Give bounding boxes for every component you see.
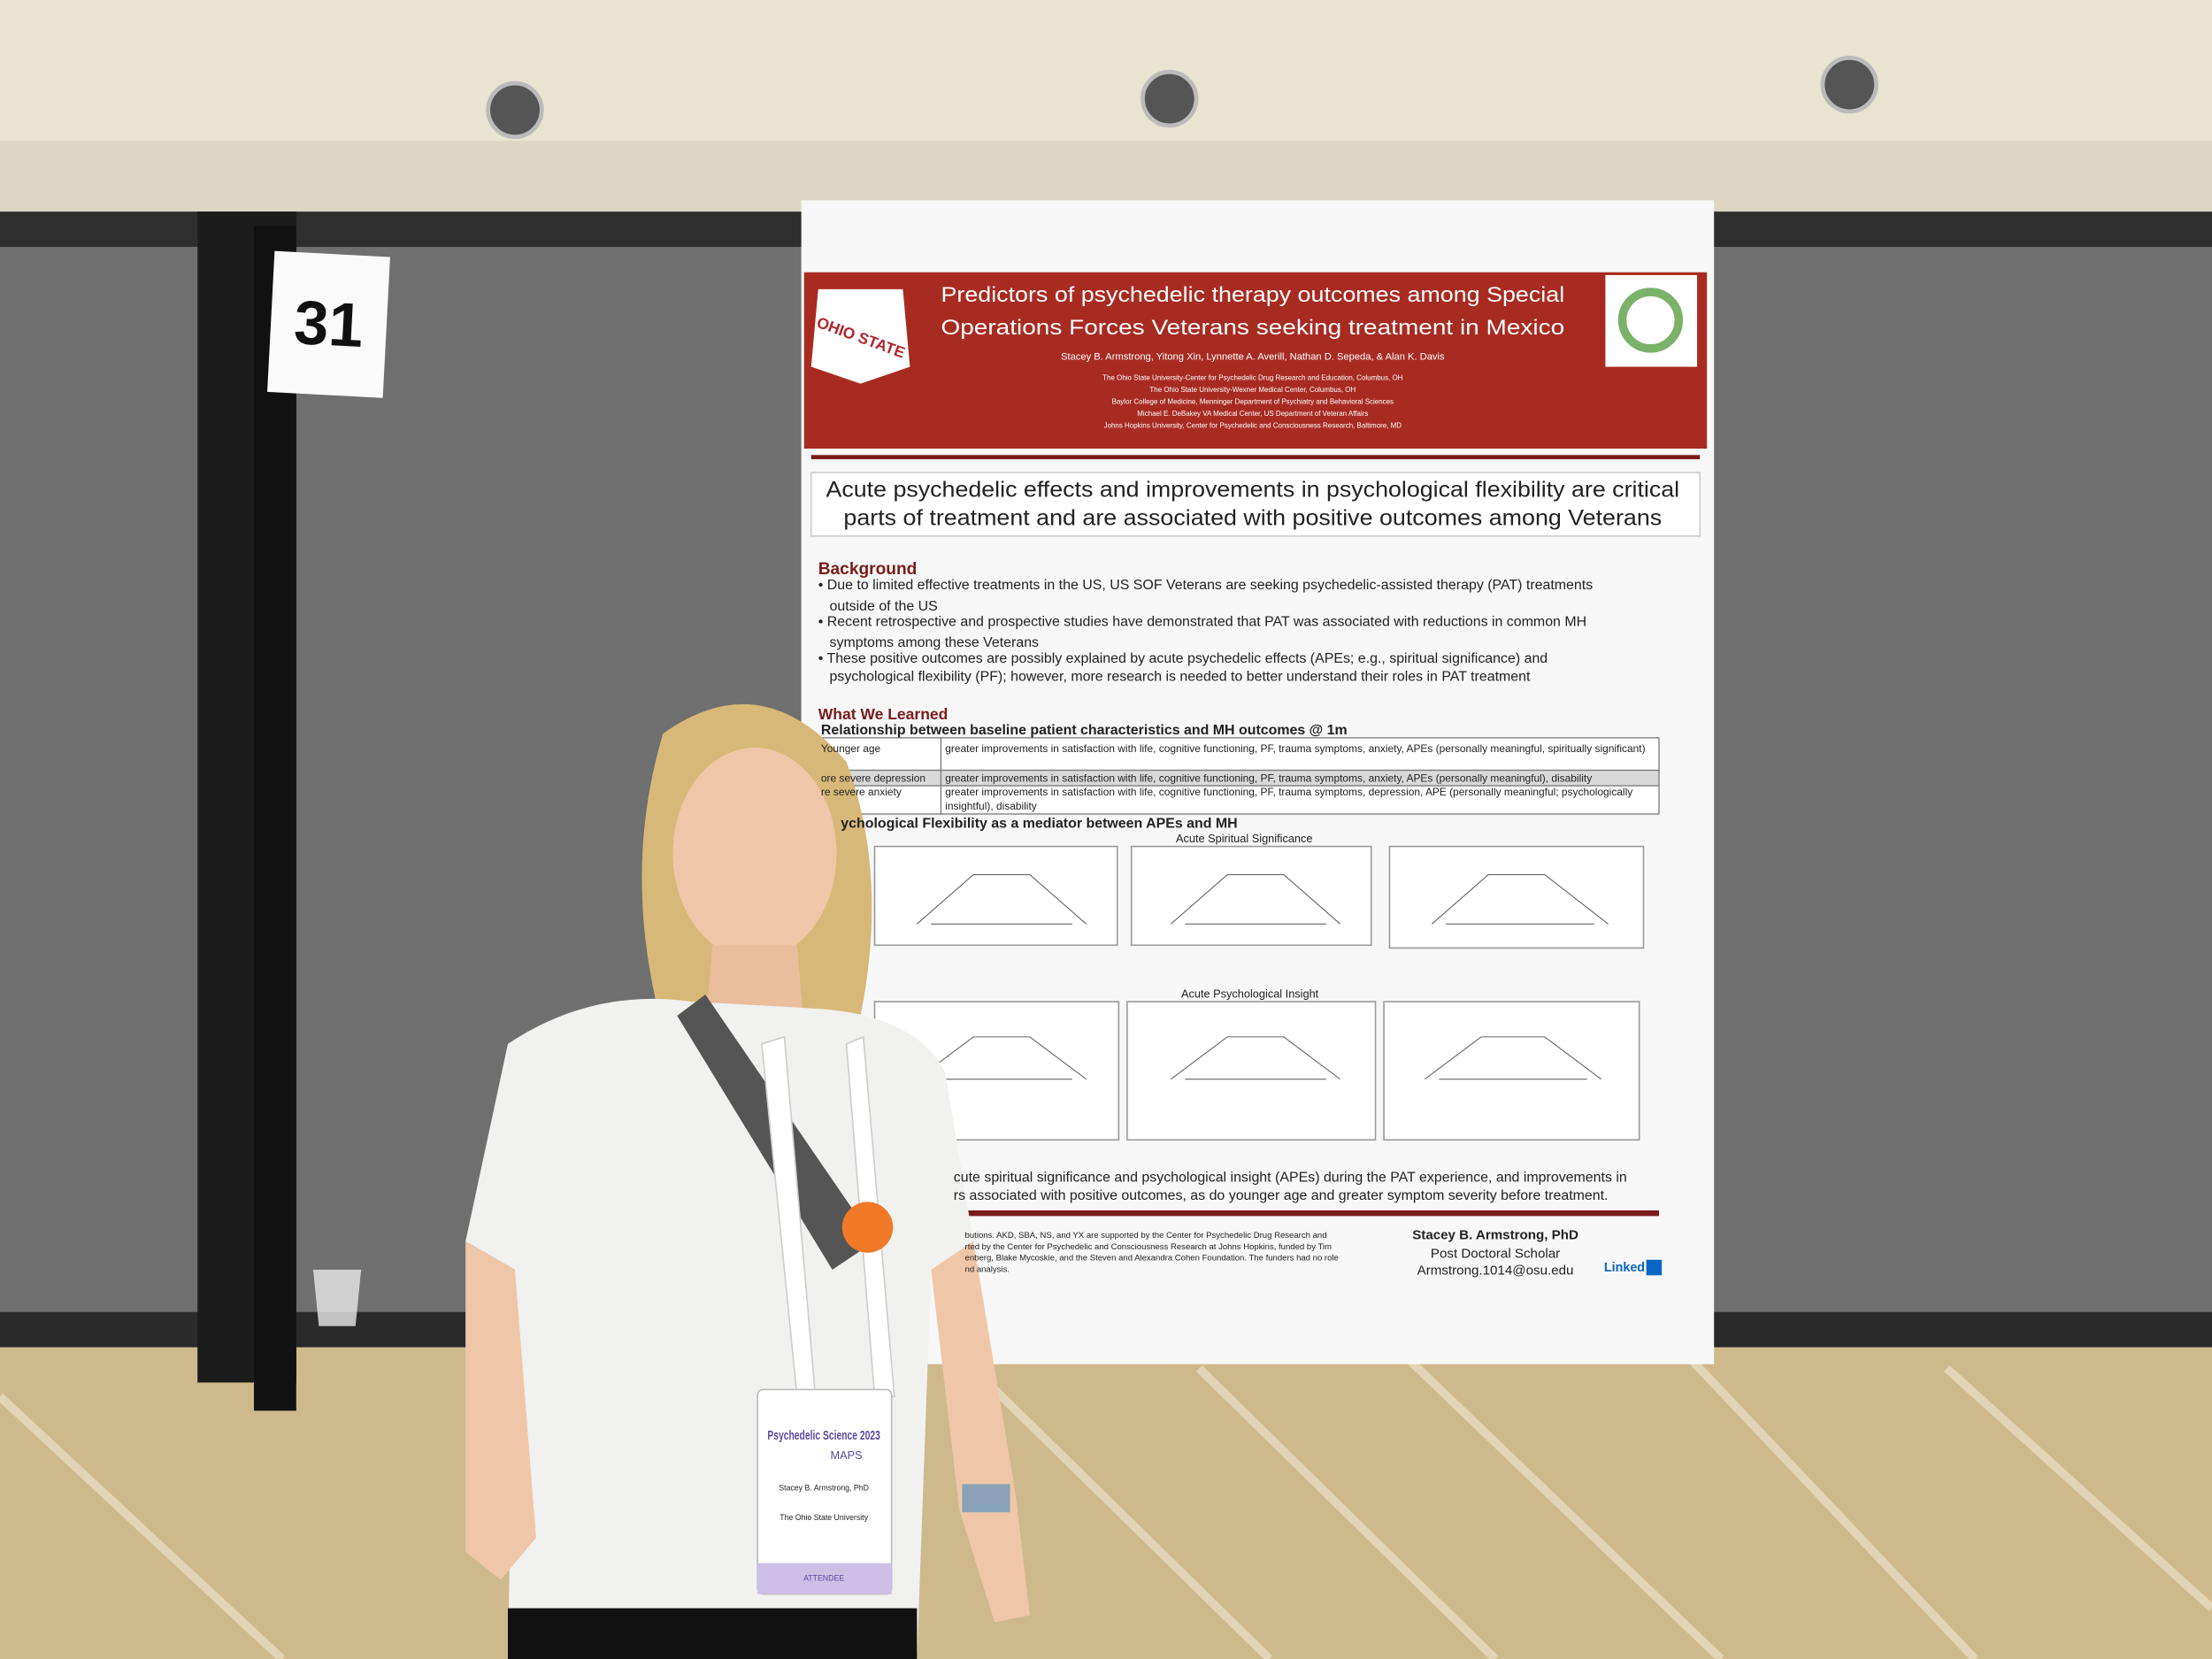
contact-role: Post Doctoral Scholar <box>1431 1246 1560 1261</box>
table-cell: Younger age <box>821 742 881 755</box>
bullet-text: outside of the US <box>830 599 938 614</box>
cup <box>312 1269 362 1326</box>
vent <box>1820 55 1878 114</box>
pants <box>507 1608 918 1659</box>
funding-text: butions. AKD, SBA, NS, and YX are suppor… <box>965 1231 1327 1240</box>
affiliation: Baylor College of Medicine, Menninger De… <box>1112 398 1394 406</box>
table-cell: re severe anxiety <box>821 786 902 798</box>
badge-footer <box>757 1563 892 1594</box>
affiliation: The Ohio State University-Wexner Medical… <box>1149 386 1356 394</box>
bullet-text: • Due to limited effective treatments in… <box>818 578 1593 593</box>
carpet-pattern <box>0 1358 2212 1659</box>
poster-header <box>803 272 1708 449</box>
booth-sign <box>267 250 390 398</box>
cpdre-logo-mark <box>1617 288 1684 353</box>
panel-caption: Acute Spiritual Significance <box>1176 832 1313 845</box>
contact-email: Armstrong.1014@osu.edu <box>1417 1263 1574 1279</box>
linkedin-logo <box>1646 1259 1663 1276</box>
badge-university: The Ohio State University <box>780 1513 868 1522</box>
conclusion: rs associated with positive outcomes, as… <box>954 1188 1609 1203</box>
arm <box>931 1241 1030 1623</box>
conclusion: cute spiritual significance and psycholo… <box>954 1171 1627 1186</box>
badge-org: MAPS <box>831 1448 863 1462</box>
bullet-text: • These positive outcomes are possibly e… <box>818 651 1548 666</box>
table-cell-line: insightful), disability <box>945 800 1037 812</box>
section-heading: Background <box>818 560 918 579</box>
pin <box>841 1202 894 1253</box>
shirt <box>465 998 974 1659</box>
badge-type: ATTENDEE <box>803 1573 844 1582</box>
floor <box>0 1325 2212 1659</box>
funding-text: rted by the Center for Psychedelic and C… <box>965 1242 1332 1252</box>
bullet-text: • Recent retrospective and prospective s… <box>818 614 1586 629</box>
headline: parts of treatment and are associated wi… <box>843 506 1662 530</box>
bullet-text: psychological flexibility (PF); however,… <box>830 670 1532 685</box>
contact-name: Stacey B. Armstrong, PhD <box>1412 1228 1578 1243</box>
subheading: ychological Flexibility as a mediator be… <box>841 816 1237 831</box>
authors: Stacey B. Armstrong, Yitong Xin, Lynnett… <box>1061 351 1445 362</box>
affiliation: Michael E. DeBakey VA Medical Center, US… <box>1137 410 1368 418</box>
poster-title: Predictors of psychedelic therapy outcom… <box>941 283 1564 307</box>
headline: Acute psychedelic effects and improvemen… <box>826 478 1680 502</box>
table-cell: greater improvements in satisfaction wit… <box>945 786 1632 812</box>
vent <box>1141 69 1199 128</box>
face <box>672 748 837 960</box>
badge-event: Psychedelic Science 2023 <box>767 1429 880 1443</box>
table-cell: ore severe depression <box>821 772 926 784</box>
affiliation: Johns Hopkins University, Center for Psy… <box>1104 422 1402 430</box>
badge-name: Stacey B. Armstrong, PhD <box>779 1483 869 1492</box>
arm <box>465 1241 536 1580</box>
watch <box>962 1484 1010 1513</box>
section-heading: What We Learned <box>818 705 949 723</box>
table-cell: greater improvements in satisfaction wit… <box>945 742 1645 755</box>
mediation-diagrams <box>873 845 1645 1141</box>
affiliation: The Ohio State University-Center for Psy… <box>1102 373 1403 381</box>
poster-title: Operations Forces Veterans seeking treat… <box>941 316 1564 340</box>
panel-caption: Acute Psychological Insight <box>1181 987 1319 1000</box>
headline-box <box>810 472 1701 537</box>
funding-text: enberg, Blake Mycoskie, and the Steven a… <box>965 1254 1339 1263</box>
bullet-text: symptoms among these Veterans <box>830 635 1040 650</box>
pole <box>253 226 296 1411</box>
table-cell-line: greater improvements in satisfaction wit… <box>945 786 1632 798</box>
booth-number: 31 <box>293 287 365 360</box>
table-grid <box>818 737 1660 815</box>
linkedin: Linked <box>1604 1261 1645 1275</box>
subheading: Relationship between baseline patient ch… <box>821 723 1348 738</box>
osu-logo <box>810 288 910 384</box>
diagram-arrows <box>916 873 1609 1080</box>
table-cell: greater improvements in satisfaction wit… <box>945 772 1592 784</box>
vent <box>486 81 544 140</box>
funding-text: nd analysis. <box>965 1264 1010 1274</box>
